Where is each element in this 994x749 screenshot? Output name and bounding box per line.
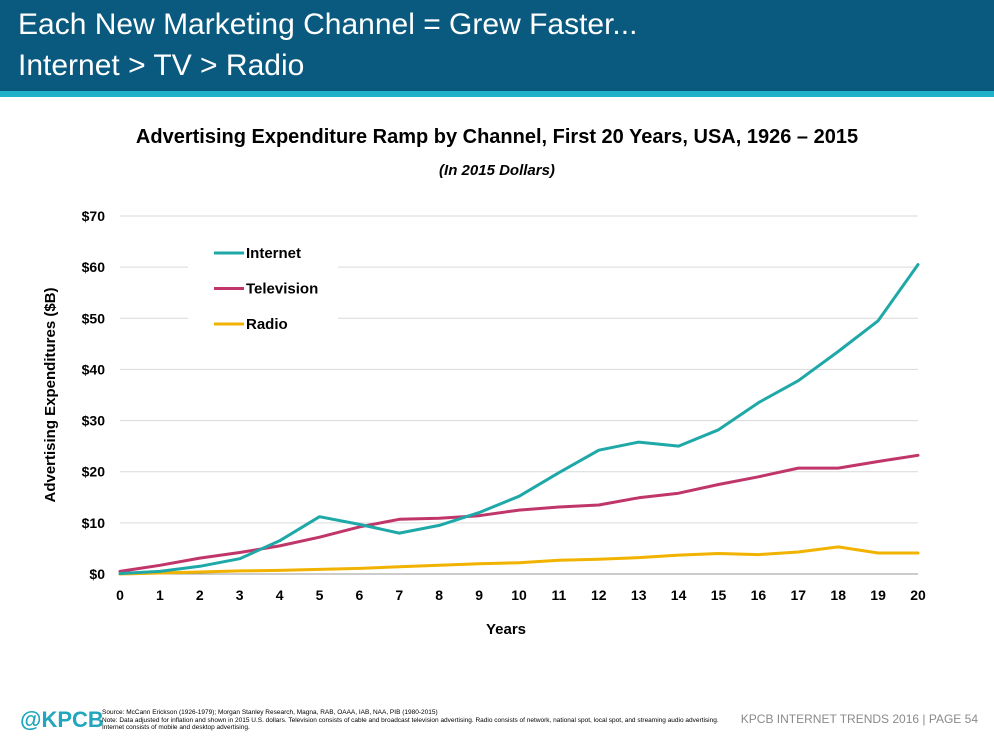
legend-label-internet: Internet	[246, 245, 301, 262]
chart-title: Advertising Expenditure Ramp by Channel,…	[135, 126, 859, 148]
x-tick-label: 14	[671, 587, 687, 603]
x-tick-label: 6	[356, 587, 364, 603]
legend-label-television: Television	[246, 281, 318, 298]
y-axis-label: Advertising Expenditures ($B)	[42, 287, 59, 502]
x-tick-label: 7	[395, 587, 403, 603]
y-tick-label: $40	[82, 361, 106, 377]
slide-title-line-1: Each New Marketing Channel = Grew Faster…	[18, 8, 638, 41]
y-tick-label: $0	[89, 566, 105, 582]
x-axis-label: Years	[486, 621, 526, 638]
x-tick-label: 17	[791, 587, 807, 603]
x-tick-label: 1	[156, 587, 164, 603]
x-tick-label: 0	[116, 587, 124, 603]
x-tick-label: 19	[870, 587, 886, 603]
note-line: Note: Data adjusted for inflation and sh…	[102, 716, 719, 732]
page-footer-label: KPCB INTERNET TRENDS 2016 | PAGE 54	[740, 712, 978, 726]
x-tick-label: 11	[551, 587, 566, 603]
kpcb-logo: @KPCB	[20, 707, 104, 732]
slide-title-line-2: Internet > TV > Radio	[18, 49, 305, 82]
x-tick-label: 9	[475, 587, 483, 603]
legend-background	[188, 236, 338, 340]
y-tick-label: $10	[82, 515, 106, 531]
y-tick-label: $60	[82, 259, 106, 275]
x-tick-label: 5	[316, 587, 324, 603]
x-tick-label: 8	[435, 587, 443, 603]
series-line-internet	[118, 263, 920, 575]
y-tick-label: $30	[82, 413, 106, 429]
y-tick-label: $50	[82, 310, 106, 326]
x-tick-label: 15	[711, 587, 727, 603]
x-tick-label: 13	[631, 587, 647, 603]
x-tick-label: 12	[591, 587, 607, 603]
x-tick-label: 3	[236, 587, 244, 603]
x-tick-label: 16	[751, 587, 767, 603]
header-accent-rule	[0, 91, 994, 97]
series-line-television	[118, 453, 920, 573]
chart-subtitle: (In 2015 Dollars)	[439, 162, 555, 179]
y-tick-label: $20	[82, 464, 106, 480]
series-line-radio	[118, 545, 920, 576]
legend-label-radio: Radio	[246, 316, 288, 333]
slide-header: Each New Marketing Channel = Grew Faster…	[0, 0, 994, 91]
x-tick-label: 10	[511, 587, 527, 603]
x-tick-label: 20	[910, 587, 926, 603]
x-tick-label: 18	[830, 587, 846, 603]
y-tick-label: $70	[82, 208, 106, 224]
source-note: Source: McCann Erickson (1926-1979); Mor…	[102, 709, 722, 732]
source-line: Source: McCann Erickson (1926-1979); Mor…	[102, 709, 438, 716]
x-tick-label: 2	[196, 587, 204, 603]
x-tick-label: 4	[276, 587, 284, 603]
